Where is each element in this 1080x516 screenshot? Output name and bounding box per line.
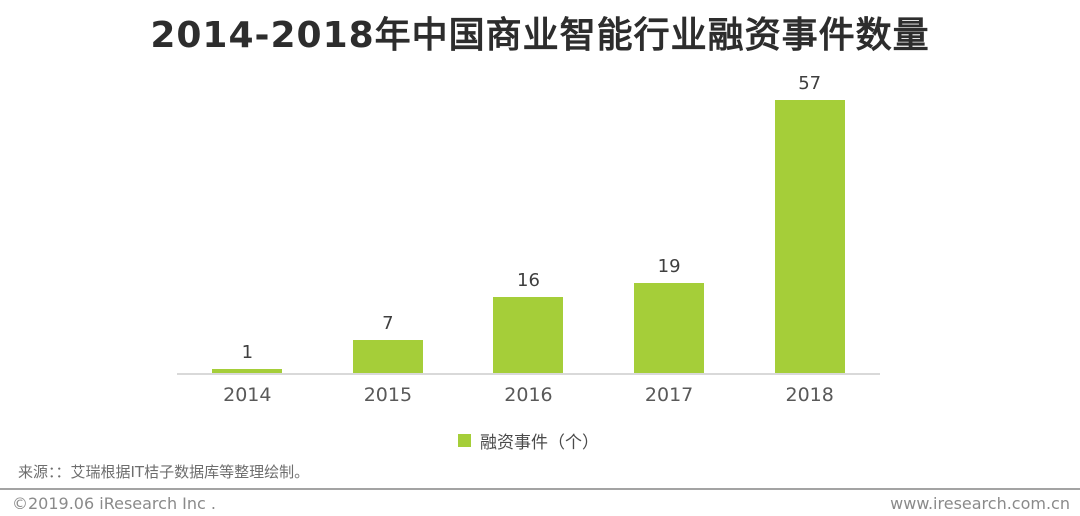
footer-copyright: ©2019.06 iResearch Inc .: [12, 494, 216, 513]
bar: [493, 297, 564, 374]
chart-legend: 融资事件（个）: [177, 428, 880, 453]
legend-label: 融资事件（个）: [480, 433, 599, 453]
x-axis-label: 2014: [223, 384, 272, 406]
bar: [212, 369, 283, 374]
bar-value-label: 16: [517, 270, 540, 291]
bar: [634, 283, 705, 374]
x-axis-label: 2018: [785, 384, 834, 406]
bar: [774, 100, 845, 374]
bar: [352, 340, 423, 374]
footer-website: www.iresearch.com.cn: [890, 494, 1070, 513]
x-axis-line: [177, 373, 880, 375]
bar-value-label: 57: [798, 73, 822, 94]
source-note: 来源：：艾瑞根据IT桔子数据库等整理绘制。: [18, 463, 310, 481]
bar-value-label: 19: [657, 256, 681, 277]
x-axis-label: 2017: [644, 384, 694, 406]
legend-swatch-icon: [458, 434, 471, 447]
bar-group: 1: [177, 70, 318, 374]
bar-value-label: 1: [241, 342, 254, 363]
bar-plot-area: 1 7 16 19 57: [177, 70, 880, 374]
bar-group: 16: [458, 70, 599, 374]
bar-group: 57: [739, 70, 880, 374]
x-axis-labels: 2014 2015 2016 2017 2018: [177, 384, 880, 406]
footer-divider: [0, 488, 1080, 490]
bar-value-label: 7: [382, 313, 394, 334]
x-axis-label: 2015: [363, 384, 413, 406]
bar-group: 19: [599, 70, 740, 374]
x-axis-label: 2016: [504, 384, 553, 406]
bar-group: 7: [318, 70, 459, 374]
chart-title: 2014-2018年中国商业智能行业融资事件数量: [150, 15, 930, 56]
